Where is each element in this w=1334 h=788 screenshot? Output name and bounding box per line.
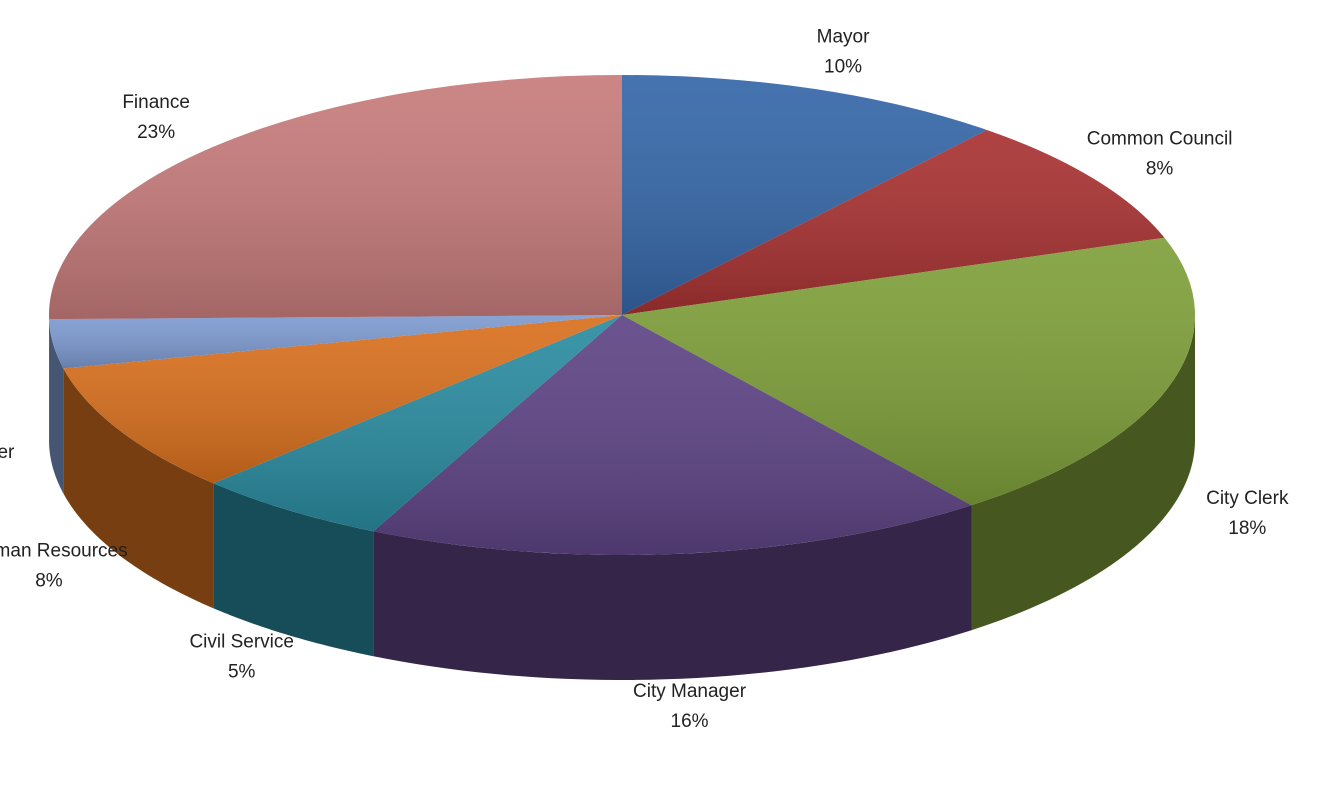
slice-shade (49, 315, 622, 369)
data-label-value: 16% (671, 711, 709, 732)
data-label-value: 18% (1228, 518, 1266, 539)
slice-shade (622, 129, 1165, 315)
slice-side (213, 483, 374, 657)
slice-shade (622, 75, 987, 315)
slice-shade (48, 75, 622, 320)
data-label-name: Treasurer (0, 442, 15, 463)
slice-shade (373, 315, 972, 556)
slice-shade (63, 315, 622, 484)
data-label-name: Mayor (817, 27, 870, 48)
slice-side (63, 368, 214, 609)
data-label-name: Finance (122, 92, 190, 113)
data-label-value: 10% (824, 57, 862, 78)
data-label-name: City Clerk (1206, 488, 1289, 509)
data-label-name: Civil Service (189, 631, 294, 652)
data-label-value: 23% (137, 122, 175, 143)
data-label-name: City Manager (633, 681, 747, 702)
data-label-value: 8% (1146, 159, 1174, 180)
data-label-name: Human Resources (0, 540, 128, 561)
slice-side (971, 315, 1195, 631)
slice-shade (213, 315, 622, 532)
slice-side (373, 505, 972, 680)
data-label-name: Common Council (1087, 129, 1233, 150)
slice-side (49, 319, 64, 494)
slice-shade (622, 237, 1196, 506)
data-label-value: 5% (228, 661, 256, 682)
data-label-value: 8% (35, 570, 63, 591)
